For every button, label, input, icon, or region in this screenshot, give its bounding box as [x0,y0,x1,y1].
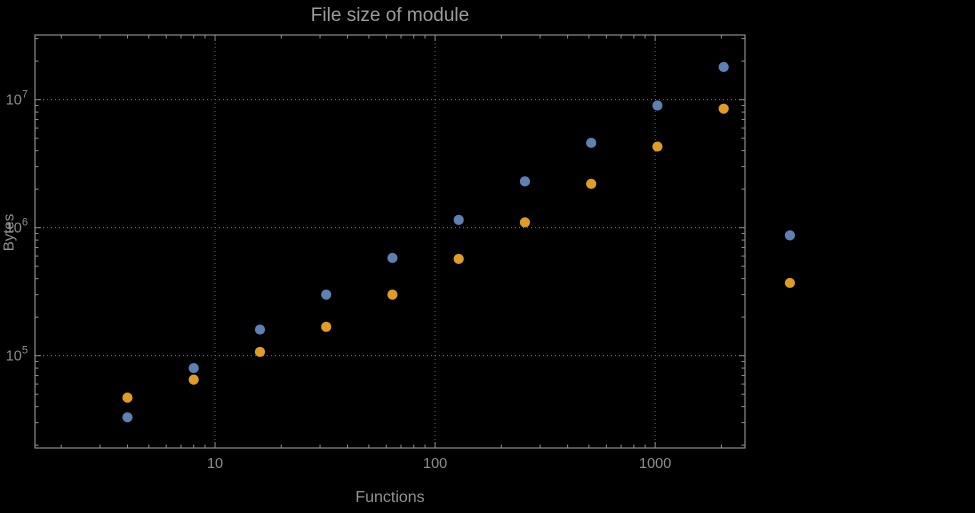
data-point-orange [652,141,663,152]
data-point-orange [122,392,133,403]
plot-frame [34,34,746,449]
y-tick-label: 107 [6,89,28,109]
x-tick-label: 100 [423,456,447,472]
data-point-blue [586,137,597,148]
data-point-orange [718,103,729,114]
data-point-blue [122,412,133,423]
data-point-blue [387,252,398,264]
data-point-orange [188,374,199,385]
data-point-blue [453,214,464,225]
chart-title: File size of module [310,5,470,26]
data-point-blue [784,230,796,241]
x-tick-label: 1000 [639,456,671,472]
data-point-orange [519,217,531,228]
data-point-blue [188,362,199,374]
data-point-blue [519,176,531,187]
x-axis-label: Functions [355,489,425,506]
data-point-orange [586,178,597,189]
y-tick-label: 105 [6,345,28,365]
data-point-blue [718,61,729,73]
data-point-blue [652,100,663,111]
data-point-orange [321,321,332,332]
data-point-orange [254,346,266,358]
data-point-orange [784,277,796,289]
data-point-orange [387,289,398,300]
y-tick-label: 106 [6,217,28,237]
y-axis-label: Bytes [0,213,18,252]
data-point-blue [254,324,266,335]
data-point-blue [321,289,332,300]
data-point-orange [453,253,464,265]
x-tick-label: 10 [207,456,223,472]
